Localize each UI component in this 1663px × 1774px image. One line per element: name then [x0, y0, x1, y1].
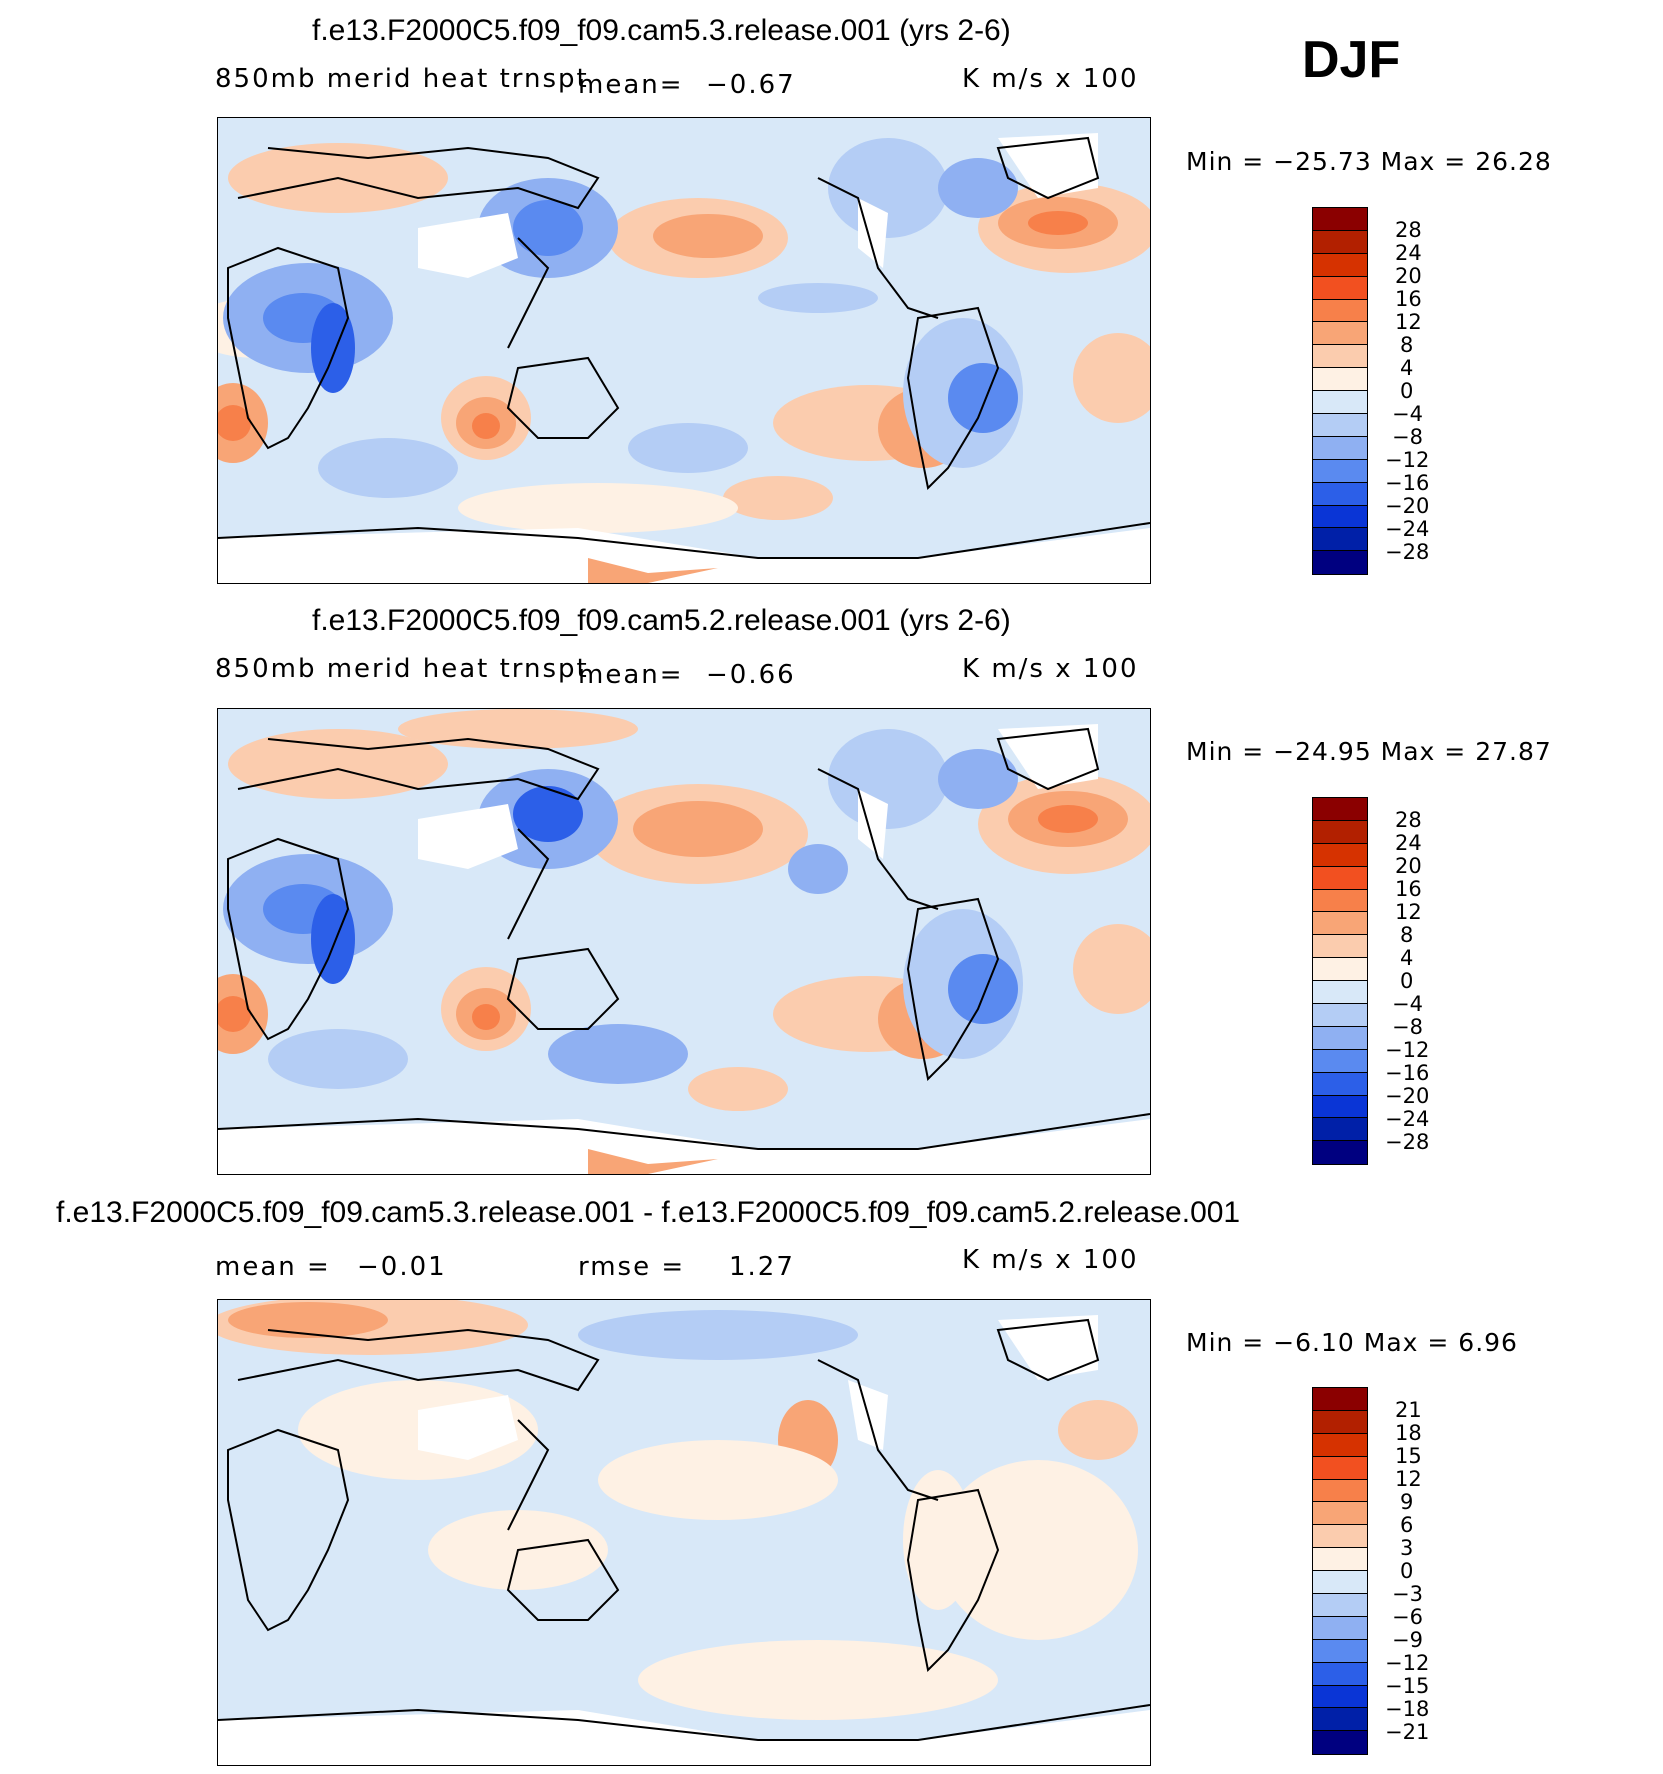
- panel3-cbar-tick: −18: [1385, 1697, 1430, 1721]
- panel3-cbar-tick: −21: [1385, 1720, 1430, 1744]
- panel2-cbar-tick: −16: [1385, 1061, 1430, 1085]
- panel3-rmse-value: 1.27: [729, 1252, 795, 1282]
- panel3-field-svg: [218, 1300, 1150, 1765]
- panel2-colorbar: [1312, 797, 1368, 1166]
- panel2-cbar-tick: 16: [1395, 877, 1422, 901]
- panel3-rmse-label: rmse =: [578, 1252, 686, 1282]
- panel3-cbar-tick: −12: [1385, 1651, 1430, 1675]
- panel1-cbar-tick: 0: [1400, 379, 1414, 403]
- panel3-cbar-tick: 0: [1400, 1559, 1414, 1583]
- panel3-cbar-tick: 15: [1395, 1444, 1422, 1468]
- panel2-cbar-tick: −4: [1392, 992, 1423, 1016]
- panel2-mean-value: −0.66: [706, 660, 796, 690]
- panel3-cbar-tick: −6: [1392, 1605, 1423, 1629]
- panel2-cbar-tick: −24: [1385, 1107, 1430, 1131]
- panel3-mean-label: mean =: [215, 1252, 331, 1282]
- panel3-units: K m/s x 100: [962, 1245, 1139, 1275]
- panel3-cbar-tick: 6: [1400, 1513, 1414, 1537]
- panel1-cbar-tick: 20: [1395, 264, 1422, 288]
- panel3-cbar-tick: −15: [1385, 1674, 1430, 1698]
- panel3-mean-value: −0.01: [357, 1252, 447, 1282]
- panel2-cbar-tick: −8: [1392, 1015, 1423, 1039]
- panel2-cbar-tick: −12: [1385, 1038, 1430, 1062]
- panel1-cbar-tick: 24: [1395, 241, 1422, 265]
- panel3-title: f.e13.F2000C5.f09_f09.cam5.3.release.001…: [56, 1196, 1241, 1229]
- panel2-units: K m/s x 100: [962, 654, 1139, 684]
- panel1-field-svg: [218, 118, 1150, 583]
- panel3-colorbar: [1312, 1387, 1368, 1756]
- panel1-units: K m/s x 100: [962, 64, 1139, 94]
- panel2-cbar-tick: −20: [1385, 1084, 1430, 1108]
- panel2-minmax: Min = −24.95 Max = 27.87: [1186, 737, 1552, 766]
- panel1-cbar-tick: 8: [1400, 333, 1414, 357]
- panel2-cbar-tick: 28: [1395, 808, 1422, 832]
- panel1-minmax: Min = −25.73 Max = 26.28: [1186, 147, 1552, 176]
- panel2-variable: 850mb merid heat trnspt: [215, 654, 589, 684]
- panel3-cbar-tick: 21: [1395, 1398, 1422, 1422]
- panel2-field-svg: [218, 709, 1150, 1174]
- panel3-cbar-tick: 12: [1395, 1467, 1422, 1491]
- panel2-mean-label: mean=: [578, 660, 684, 690]
- panel1-cbar-tick: −12: [1385, 448, 1430, 472]
- panel1-cbar-tick: 28: [1395, 218, 1422, 242]
- panel1-map: [217, 117, 1151, 584]
- panel1-cbar-tick: −20: [1385, 494, 1430, 518]
- panel2-cbar-tick: 8: [1400, 923, 1414, 947]
- panel1-variable: 850mb merid heat trnspt: [215, 64, 589, 94]
- panel2-cbar-tick: 24: [1395, 831, 1422, 855]
- panel2-cbar-tick: 12: [1395, 900, 1422, 924]
- panel3-cbar-tick: 3: [1400, 1536, 1414, 1560]
- panel1-cbar-tick: −28: [1385, 540, 1430, 564]
- panel2-title: f.e13.F2000C5.f09_f09.cam5.2.release.001…: [312, 604, 1011, 637]
- panel1-cbar-tick: 4: [1400, 356, 1414, 380]
- panel3-minmax: Min = −6.10 Max = 6.96: [1186, 1328, 1518, 1357]
- panel3-map: [217, 1299, 1151, 1766]
- panel1-mean-value: −0.67: [706, 70, 796, 100]
- panel2-cbar-tick: −28: [1385, 1130, 1430, 1154]
- panel1-cbar-tick: 16: [1395, 287, 1422, 311]
- panel3-cbar-tick: 9: [1400, 1490, 1414, 1514]
- panel1-colorbar: [1312, 207, 1368, 576]
- panel1-title: f.e13.F2000C5.f09_f09.cam5.3.release.001…: [312, 14, 1011, 47]
- panel1-cbar-tick: 12: [1395, 310, 1422, 334]
- panel1-cbar-tick: −24: [1385, 517, 1430, 541]
- panel2-cbar-tick: 4: [1400, 946, 1414, 970]
- panel3-cbar-tick: 18: [1395, 1421, 1422, 1445]
- panel2-cbar-tick: 20: [1395, 854, 1422, 878]
- season-label: DJF: [1302, 31, 1401, 89]
- panel1-mean-label: mean=: [578, 70, 684, 100]
- panel1-cbar-tick: −8: [1392, 425, 1423, 449]
- panel2-map: [217, 708, 1151, 1175]
- panel1-cbar-tick: −16: [1385, 471, 1430, 495]
- panel3-cbar-tick: −3: [1392, 1582, 1423, 1606]
- panel2-cbar-tick: 0: [1400, 969, 1414, 993]
- panel3-cbar-tick: −9: [1392, 1628, 1423, 1652]
- panel1-cbar-tick: −4: [1392, 402, 1423, 426]
